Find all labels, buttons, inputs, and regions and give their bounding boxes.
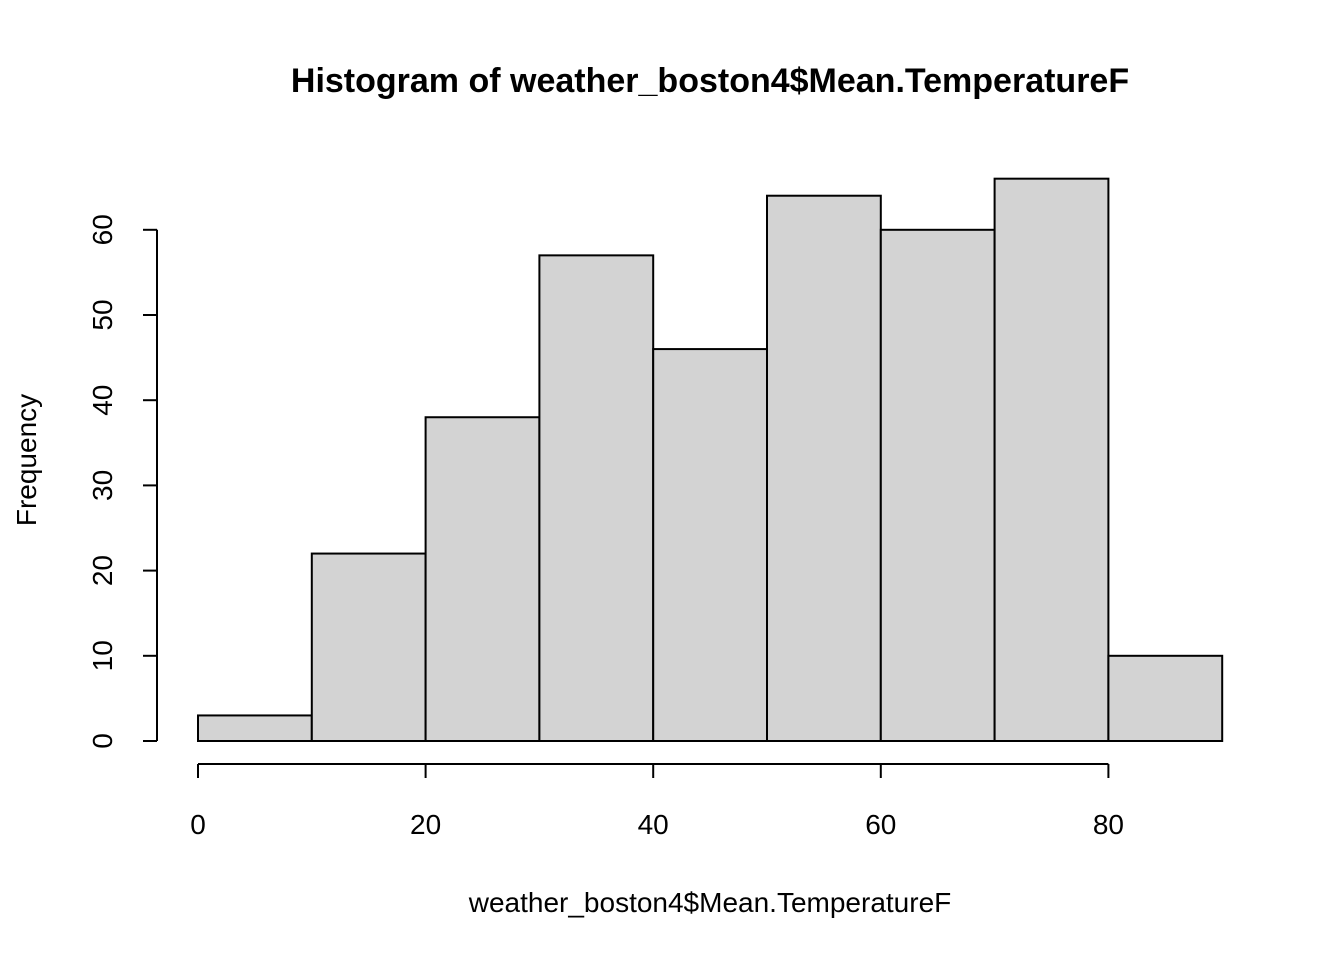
histogram-bar bbox=[197, 714, 313, 743]
y-axis-label: Frequency bbox=[11, 394, 42, 526]
y-tick-label: 10 bbox=[87, 640, 118, 671]
histogram-bar bbox=[538, 254, 655, 743]
x-tick-label: 60 bbox=[865, 809, 896, 840]
histogram-bar bbox=[1107, 654, 1224, 742]
x-axis: 0 20 40 60 80 bbox=[190, 763, 1124, 840]
y-tick-label: 60 bbox=[87, 214, 118, 245]
x-tick-label: 40 bbox=[638, 809, 669, 840]
histogram-bar bbox=[424, 416, 541, 742]
histogram-bar bbox=[310, 552, 427, 742]
histogram-bar bbox=[766, 194, 882, 743]
chart-title: Histogram of weather_boston4$Mean.Temper… bbox=[291, 62, 1129, 100]
histogram-bar bbox=[652, 348, 769, 742]
histogram-bar bbox=[879, 228, 996, 743]
x-tick-label: 80 bbox=[1093, 809, 1124, 840]
y-tick-label: 40 bbox=[87, 385, 118, 416]
bars-group bbox=[197, 177, 1224, 743]
x-tick-label: 0 bbox=[190, 809, 206, 840]
x-tick-label: 20 bbox=[410, 809, 441, 840]
x-axis-label: weather_boston4$Mean.TemperatureF bbox=[468, 887, 952, 918]
histogram-bar bbox=[993, 177, 1110, 742]
y-tick-label: 0 bbox=[87, 733, 118, 749]
y-axis: 0 10 20 30 40 50 60 bbox=[87, 214, 158, 749]
y-tick-label: 30 bbox=[87, 470, 118, 501]
y-tick-label: 50 bbox=[87, 299, 118, 330]
y-tick-label: 20 bbox=[87, 555, 118, 586]
